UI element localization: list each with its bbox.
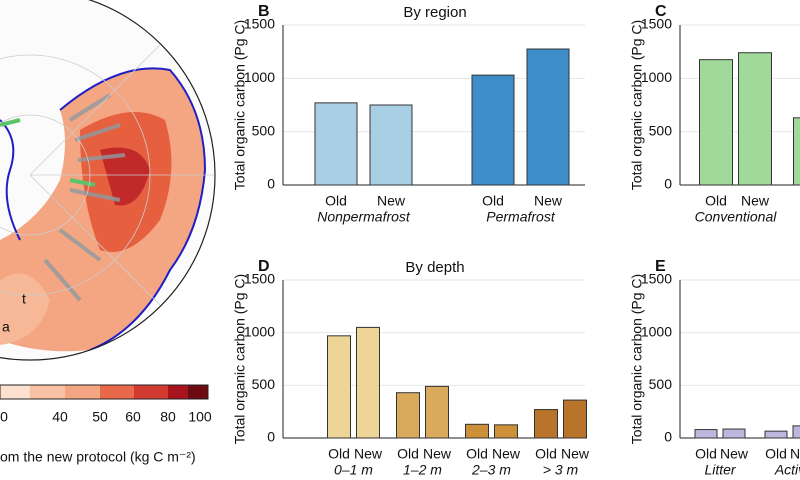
bar xyxy=(314,102,358,186)
y-tick-label: 1500 xyxy=(244,16,275,32)
y-tick-label: 1500 xyxy=(244,271,275,287)
x-tick-label: Old xyxy=(482,193,504,209)
x-tick-label: New xyxy=(354,446,383,462)
group-label: Litter xyxy=(704,462,736,478)
bar xyxy=(425,385,449,439)
x-tick-label: New xyxy=(377,193,406,209)
panel-letter: B xyxy=(258,3,270,20)
y-tick-label: 0 xyxy=(267,429,275,445)
bar xyxy=(526,48,570,186)
colorbar-tick-label: 40 xyxy=(52,409,68,425)
y-tick-label: 0 xyxy=(664,176,672,192)
y-tick-label: 0 xyxy=(267,176,275,192)
group-label: Conventional xyxy=(695,209,778,225)
x-tick-label: New xyxy=(741,193,770,209)
bar xyxy=(793,117,800,186)
y-axis-title: Total organic carbon (Pg C) xyxy=(232,20,248,190)
y-tick-label: 500 xyxy=(649,376,673,392)
bar xyxy=(722,428,746,439)
x-tick-label: New xyxy=(561,446,590,462)
bar xyxy=(356,326,380,439)
bar xyxy=(369,104,413,186)
x-tick-label: Old xyxy=(695,446,717,462)
group-label: 0–1 m xyxy=(334,462,373,478)
x-tick-label: New xyxy=(492,446,521,462)
group-label: > 3 m xyxy=(543,462,579,478)
colorbar-tick-label: 0 xyxy=(0,409,8,425)
colorbar-tick-label: 60 xyxy=(125,409,141,425)
x-tick-label: Old xyxy=(535,446,557,462)
bar xyxy=(327,335,351,439)
map-border xyxy=(0,0,216,361)
group-label: 2–3 m xyxy=(471,462,511,478)
colorbar-tick-label: 80 xyxy=(160,409,176,425)
map-label: a xyxy=(2,319,10,335)
y-tick-label: 1500 xyxy=(641,271,672,287)
y-axis-title: Total organic carbon (Pg C) xyxy=(232,274,248,444)
panel-letter: E xyxy=(655,258,666,275)
x-tick-label: New xyxy=(423,446,452,462)
colorbar xyxy=(0,384,209,400)
bar xyxy=(563,399,587,439)
y-tick-label: 1000 xyxy=(641,69,672,85)
x-tick-label: New xyxy=(534,193,563,209)
bar xyxy=(792,425,800,439)
bar xyxy=(494,424,518,439)
bar xyxy=(764,430,788,439)
group-label: Activ xyxy=(774,462,800,478)
y-tick-label: 1500 xyxy=(641,16,672,32)
group-label: Nonpermafrost xyxy=(317,209,411,225)
group-label: 1–2 m xyxy=(403,462,442,478)
bar xyxy=(534,409,558,439)
x-tick-label: New xyxy=(790,446,800,462)
x-tick-label: Old xyxy=(328,446,350,462)
y-axis-title: Total organic carbon (Pg C) xyxy=(629,274,645,444)
bar xyxy=(738,52,772,186)
y-tick-label: 1000 xyxy=(244,69,275,85)
y-tick-label: 500 xyxy=(649,122,673,138)
bar xyxy=(396,392,420,439)
panel-letter: D xyxy=(258,258,270,275)
map-label: t xyxy=(22,291,26,307)
y-tick-label: 1000 xyxy=(641,323,672,339)
colorbar-tick-label: 50 xyxy=(92,409,108,425)
x-tick-label: Old xyxy=(765,446,787,462)
bar xyxy=(694,429,718,439)
y-tick-label: 500 xyxy=(252,376,276,392)
bar xyxy=(699,59,733,186)
x-tick-label: New xyxy=(720,446,749,462)
panel-letter: C xyxy=(655,3,667,20)
chart-title: By depth xyxy=(405,259,464,276)
y-axis-title: Total organic carbon (Pg C) xyxy=(629,20,645,190)
group-label: Permafrost xyxy=(486,209,556,225)
y-tick-label: 0 xyxy=(664,429,672,445)
colorbar-tick-label: 100 xyxy=(188,409,212,425)
y-tick-label: 1000 xyxy=(244,323,275,339)
bar xyxy=(465,423,489,439)
x-tick-label: Old xyxy=(397,446,419,462)
y-tick-label: 500 xyxy=(252,122,276,138)
x-tick-label: Old xyxy=(325,193,347,209)
x-tick-label: Old xyxy=(466,446,488,462)
x-tick-label: Old xyxy=(705,193,727,209)
polar-map xyxy=(0,0,215,360)
colorbar-label: om the new protocol (kg C m⁻²) xyxy=(0,449,196,465)
bar xyxy=(471,74,515,186)
chart-title: By region xyxy=(403,4,466,21)
